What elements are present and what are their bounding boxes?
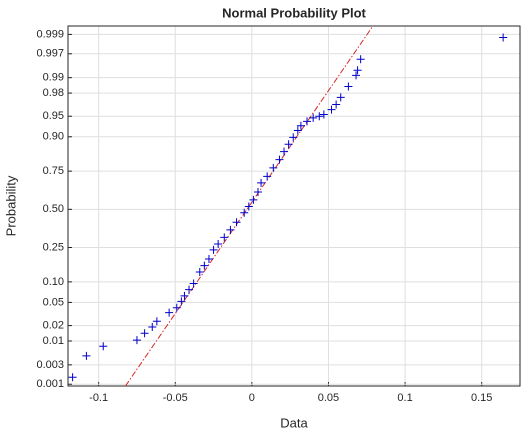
- x-tick-label: 0.1: [397, 392, 412, 404]
- data-point: [332, 100, 341, 109]
- data-point: [356, 55, 365, 64]
- data-point: [352, 71, 361, 80]
- data-point: [99, 342, 108, 351]
- data-point: [296, 121, 305, 130]
- x-tick-label: 0: [249, 392, 255, 404]
- y-tick-label: 0.05: [43, 296, 64, 308]
- x-tick-label: -0.1: [89, 392, 108, 404]
- data-point: [148, 323, 157, 332]
- data-point: [152, 317, 161, 326]
- data-point: [289, 133, 298, 142]
- data-point: [165, 308, 174, 317]
- data-point: [220, 233, 229, 242]
- data-point: [269, 163, 278, 172]
- y-tick-label: 0.99: [43, 72, 64, 84]
- data-point: [280, 147, 289, 156]
- data-point: [499, 33, 508, 42]
- data-point: [319, 110, 328, 119]
- y-tick-label: 0.75: [43, 165, 64, 177]
- data-point: [315, 112, 324, 121]
- y-tick-label: 0.01: [43, 335, 64, 347]
- data-point: [275, 155, 284, 164]
- data-point: [209, 245, 218, 254]
- data-point: [327, 105, 336, 114]
- data-point: [309, 113, 318, 122]
- data-point: [68, 373, 77, 382]
- y-tick-label: 0.95: [43, 110, 64, 122]
- y-tick-label: 0.10: [43, 276, 64, 288]
- data-point: [132, 336, 141, 345]
- y-tick-label: 0.25: [43, 241, 64, 253]
- y-tick-label: 0.02: [43, 319, 64, 331]
- y-tick-label: 0.90: [43, 131, 64, 143]
- x-tick-label: -0.05: [163, 392, 188, 404]
- data-point: [172, 303, 181, 312]
- plot-frame: [67, 25, 521, 387]
- data-point: [200, 261, 209, 270]
- data-point: [226, 225, 235, 234]
- data-point: [344, 82, 353, 91]
- data-point: [244, 202, 253, 211]
- data-point: [257, 178, 266, 187]
- data-point: [293, 126, 302, 135]
- data-point: [180, 291, 189, 300]
- y-tick-label: 0.50: [43, 203, 64, 215]
- data-point: [249, 195, 258, 204]
- y-axis-label: Probability: [3, 175, 18, 236]
- data-point: [204, 255, 213, 264]
- data-point: [232, 218, 241, 227]
- x-tick-label: 0.15: [471, 392, 492, 404]
- y-tick-label: 0.001: [36, 378, 64, 390]
- data-point: [177, 297, 186, 306]
- data-point: [140, 329, 149, 338]
- data-point: [284, 140, 293, 149]
- data-point: [189, 279, 198, 288]
- data-point: [195, 268, 204, 277]
- data-point: [82, 351, 91, 360]
- x-axis-label: Data: [280, 415, 308, 430]
- chart-title: Normal Probability Plot: [222, 5, 366, 20]
- data-point: [336, 93, 345, 102]
- data-point: [353, 66, 362, 75]
- data-point: [185, 285, 194, 294]
- reference-line: [125, 25, 374, 387]
- data-point: [214, 240, 223, 249]
- data-point: [263, 172, 272, 181]
- data-point: [303, 117, 312, 126]
- y-tick-label: 0.98: [43, 87, 64, 99]
- x-tick-label: 0.05: [318, 392, 339, 404]
- data-point: [240, 208, 249, 217]
- data-point: [253, 188, 262, 197]
- y-tick-label: 0.003: [36, 359, 64, 371]
- y-tick-label: 0.999: [36, 28, 64, 40]
- y-tick-label: 0.997: [36, 48, 64, 60]
